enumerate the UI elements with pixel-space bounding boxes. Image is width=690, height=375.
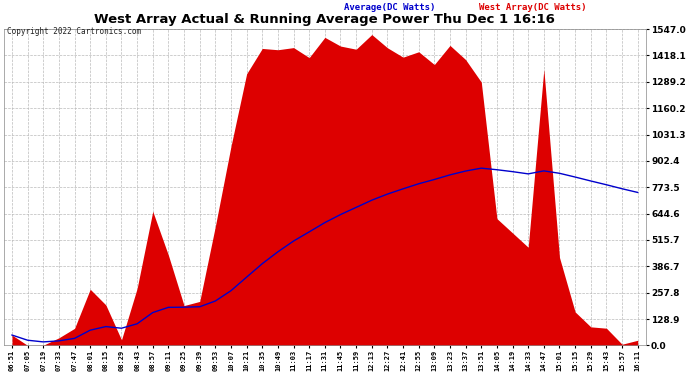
Text: Average(DC Watts): Average(DC Watts) [344, 3, 435, 12]
Title: West Array Actual & Running Average Power Thu Dec 1 16:16: West Array Actual & Running Average Powe… [95, 13, 555, 27]
Text: West Array(DC Watts): West Array(DC Watts) [479, 3, 586, 12]
Text: Copyright 2022 Cartronics.com: Copyright 2022 Cartronics.com [7, 27, 141, 36]
